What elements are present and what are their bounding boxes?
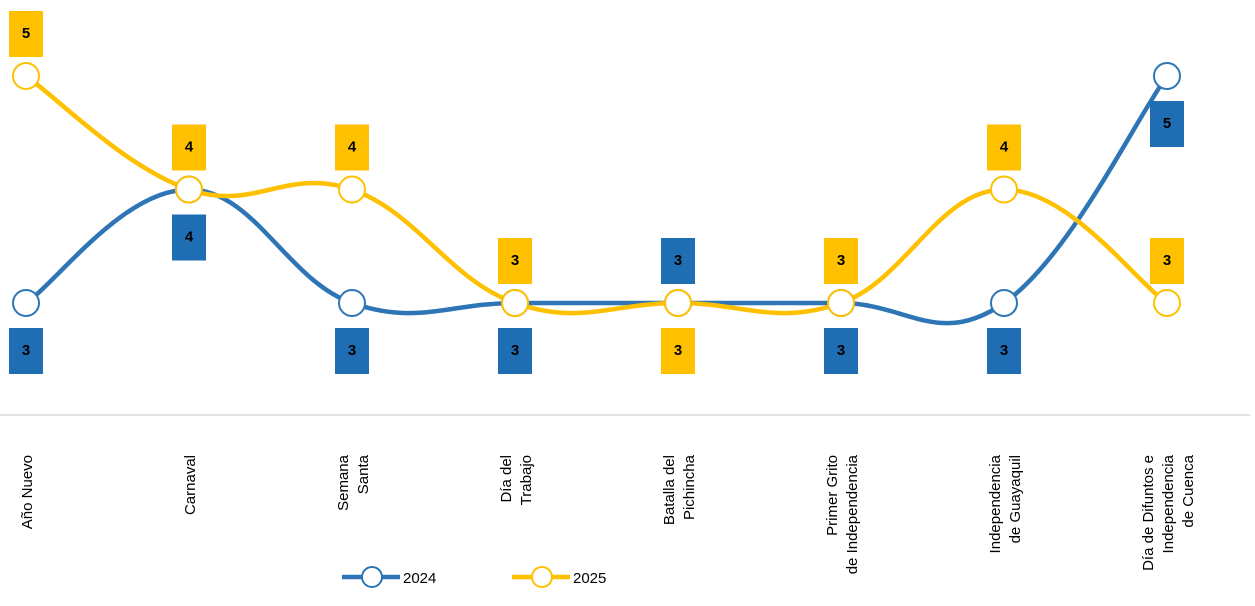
data-label: 3 (1163, 252, 1171, 269)
data-label: 4 (348, 138, 357, 155)
data-label-box (498, 328, 532, 374)
data-label: 3 (511, 252, 519, 269)
data-label: 3 (1000, 342, 1008, 359)
x-tick-label: Santa (355, 454, 372, 494)
x-tick-label: Batalla del (661, 455, 678, 525)
x-tick-label: Semana (335, 454, 352, 511)
data-label: 3 (674, 252, 682, 269)
data-label: 3 (837, 342, 845, 359)
x-tick-label: Año Nuevo (19, 455, 36, 529)
series-line (24, 74, 1169, 316)
data-label: 3 (348, 342, 356, 359)
legend-marker (361, 566, 383, 588)
point-marker (12, 62, 40, 90)
data-label-box (824, 328, 858, 374)
x-tick-label: Independencia (1160, 454, 1177, 553)
data-label-box (661, 328, 695, 374)
x-tick-label: de Cuenca (1180, 454, 1197, 527)
x-tick-label: Primer Grito (824, 455, 841, 536)
x-tick-label: Día de Difuntos e (1140, 455, 1157, 571)
data-label-box (824, 238, 858, 284)
data-label-box (9, 11, 43, 57)
data-label-box (987, 124, 1021, 171)
point-marker (827, 289, 855, 317)
data-label-box (172, 124, 206, 171)
point-marker (664, 289, 692, 317)
point-marker (175, 175, 203, 204)
point-marker (12, 289, 40, 317)
point-marker (501, 289, 529, 317)
point-marker (1153, 62, 1181, 90)
x-tick-label: Pichincha (681, 454, 698, 520)
x-tick-label: Trabajo (518, 455, 535, 505)
legend-label: 2025 (573, 570, 606, 587)
x-tick-label: Carnaval (182, 455, 199, 515)
x-tick-label: Día del (498, 455, 515, 503)
data-label-box (335, 124, 369, 171)
data-label-box (9, 328, 43, 374)
point-marker (1153, 289, 1181, 317)
point-marker (990, 175, 1018, 204)
legend-marker (531, 566, 553, 588)
legend-label: 2024 (403, 570, 436, 587)
point-marker (338, 289, 366, 317)
x-tick-label: de Independencia (844, 454, 861, 574)
x-tick-label: de Guayaquil (1007, 455, 1024, 543)
data-label: 4 (185, 138, 194, 155)
point-marker (338, 175, 366, 204)
data-label: 4 (1000, 138, 1009, 155)
x-tick-label: Independencia (987, 454, 1004, 553)
data-label-box (987, 328, 1021, 374)
data-label-box (498, 238, 532, 284)
data-label-box (335, 328, 369, 374)
data-label: 3 (837, 252, 845, 269)
data-label: 5 (22, 25, 30, 42)
data-label-box (661, 238, 695, 284)
point-marker (990, 289, 1018, 317)
data-label-box (172, 214, 206, 261)
data-label: 3 (674, 342, 682, 359)
data-label: 5 (1163, 115, 1171, 132)
data-label: 3 (511, 342, 519, 359)
data-label-box (1150, 101, 1184, 147)
data-label: 3 (22, 342, 30, 359)
data-label: 4 (185, 228, 194, 245)
data-label-box (1150, 238, 1184, 284)
